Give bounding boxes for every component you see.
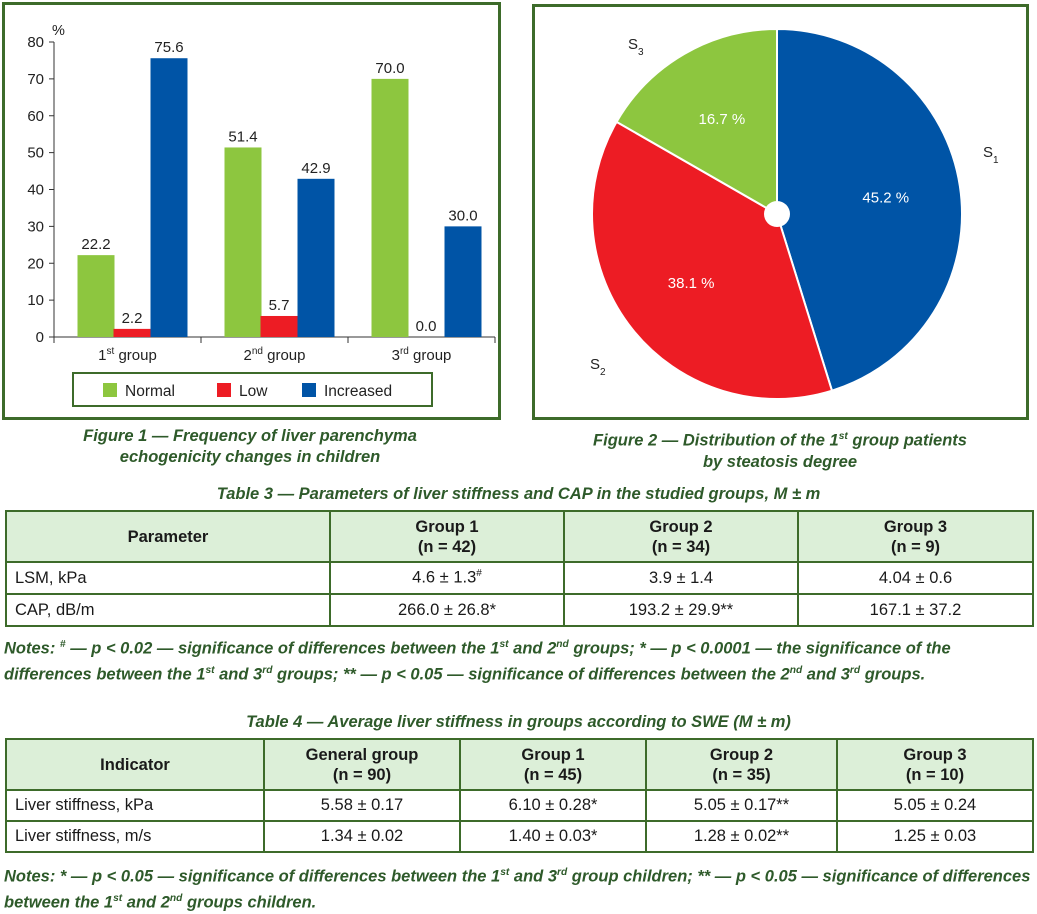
bar-data-label: 51.4: [228, 128, 257, 145]
table4-caption: Table 4 — Average liver stiffness in gro…: [246, 713, 791, 731]
bar-data-label: 42.9: [301, 160, 330, 177]
y-tick-label: 10: [27, 292, 44, 309]
table4-header-cell: Group 2 (n = 35): [645, 738, 838, 791]
legend-swatch-low: [217, 383, 231, 397]
table3-cell: 167.1 ± 37.2: [797, 593, 1034, 627]
bar-low: [113, 328, 151, 337]
table4-header-cell: General group (n = 90): [263, 738, 461, 791]
bar-data-label: 2.2: [122, 310, 143, 327]
bar-data-label: 30.0: [448, 207, 477, 224]
bar-normal: [224, 147, 262, 337]
bar-data-label: 5.7: [269, 297, 290, 314]
table3-cell: 4.04 ± 0.6: [797, 561, 1034, 595]
y-tick-label: 20: [27, 255, 44, 272]
table3-header-cell: Group 3 (n = 9): [797, 510, 1034, 563]
table3-header-cell: Group 1 (n = 42): [329, 510, 565, 563]
y-tick-label: 70: [27, 71, 44, 88]
pie-slice-name: S2: [590, 356, 606, 378]
table-row: Liver stiffness, m/s 1.34 ± 0.02 1.40 ± …: [5, 820, 1034, 853]
bar-normal: [77, 255, 115, 337]
figure1-caption: Figure 1 — Frequency of liver parenchyma…: [20, 426, 480, 468]
table-row: CAP, dB/m 266.0 ± 26.8* 193.2 ± 29.9** 1…: [5, 593, 1034, 627]
table3-notes: Notes: # — p < 0.02 — significance of di…: [4, 639, 951, 684]
y-tick-label: 60: [27, 108, 44, 125]
figure2-frame: 45.2 % S1 38.1 % S2 16.7 % S3: [532, 4, 1029, 420]
pie-slice-name: S3: [628, 36, 644, 58]
figure2-caption: Figure 2 — Distribution of the 1st group…: [540, 426, 1020, 473]
pie-center-hole: [764, 201, 790, 227]
pie-value-label: 16.7 %: [699, 111, 746, 128]
pie-value-label: 38.1 %: [668, 275, 715, 292]
legend-label-low: Low: [239, 383, 268, 400]
pie-slice-s3: [615, 27, 778, 216]
bar-data-label: 70.0: [375, 60, 404, 77]
figure1-caption-line2: echogenicity changes in children: [119, 448, 381, 466]
table3-cell: 266.0 ± 26.8*: [329, 593, 565, 627]
figure1-frame: % 0 10 20 30 40 50 60 70 80 1st group 22.2 2.2 75.6 2n…: [2, 2, 501, 420]
y-tick-label: 40: [27, 182, 44, 199]
table4-cell: 1.28 ± 0.02**: [645, 820, 838, 853]
table4: Indicator General group (n = 90) Group 1(…: [5, 738, 1034, 853]
table4-cell: 5.58 ± 0.17: [263, 789, 461, 822]
pie-slice-s1: [776, 27, 964, 392]
figure1-caption-line1: Figure 1 — Frequency of liver parenchyma: [83, 427, 417, 445]
table4-cell: Liver stiffness, m/s: [5, 820, 265, 853]
table4-cell: Liver stiffness, kPa: [5, 789, 265, 822]
x-tick-label: 3rd group: [392, 346, 452, 364]
table4-header-row: Indicator General group (n = 90) Group 1(…: [5, 738, 1034, 791]
bar-increased: [444, 226, 482, 337]
bar-data-label: 75.6: [154, 39, 183, 56]
y-tick-label: 50: [27, 145, 44, 162]
table-row: LSM, kPa 4.6 ± 1.3# 3.9 ± 1.4 4.04 ± 0.6: [5, 561, 1034, 595]
table4-cell: 5.05 ± 0.17**: [645, 789, 838, 822]
figure2-pie-chart: 45.2 % S1 38.1 % S2 16.7 % S3: [590, 27, 999, 400]
bar-increased: [297, 178, 335, 337]
pie-value-label: 45.2 %: [862, 189, 909, 206]
bar-low: [260, 315, 298, 337]
table4-cell: 1.40 ± 0.03*: [459, 820, 647, 853]
bar-increased: [150, 58, 188, 337]
legend-box: [72, 372, 433, 407]
legend-label-normal: Normal: [125, 383, 175, 400]
table4-cell: 1.34 ± 0.02: [263, 820, 461, 853]
table3-cell: LSM, kPa: [5, 561, 331, 595]
y-axis-label: %: [52, 23, 65, 39]
figure2-caption-line1: Figure 2 — Distribution of the 1st group…: [593, 431, 967, 450]
legend-swatch-increased: [302, 383, 316, 397]
table4-notes: Notes: * — p < 0.05 — significance of di…: [4, 867, 1031, 912]
legend-swatch-normal: [103, 383, 117, 397]
table3: Parameter Group 1 (n = 42) Group 2 (n = 34…: [5, 510, 1034, 627]
pie-slice-s2: [591, 120, 834, 400]
bar-normal: [371, 78, 409, 337]
table3-cell: 4.6 ± 1.3#: [329, 561, 565, 595]
x-tick-label: 1st group: [98, 346, 157, 364]
table3-caption: Table 3 — Parameters of liver stiffness …: [216, 485, 821, 503]
pie-slice-name: S1: [983, 144, 999, 166]
figure2-caption-line2: by steatosis degree: [702, 452, 858, 471]
table3-header-row: Parameter Group 1 (n = 42) Group 2 (n = 34…: [5, 510, 1034, 563]
x-tick-label: 2nd group: [243, 346, 305, 364]
bar-data-label: 0.0: [416, 318, 437, 335]
table4-header-cell: Group 1 (n = 45): [459, 738, 647, 791]
table3-header-cell: Parameter: [5, 510, 331, 563]
table3-header-cell: Group 2 (n = 34): [563, 510, 799, 563]
table3-cell: 193.2 ± 29.9**: [563, 593, 799, 627]
figure1-bar-chart: % 0 10 20 30 40 50 60 70 80 1st group 22.2 2.2 75.6 2n…: [27, 23, 496, 407]
legend-label-increased: Increased: [324, 383, 392, 400]
y-tick-label: 30: [27, 218, 44, 235]
table4-cell: 6.10 ± 0.28*: [459, 789, 647, 822]
table4-header-cell: Indicator: [5, 738, 265, 791]
y-tick-label: 0: [36, 329, 44, 346]
table3-cell: CAP, dB/m: [5, 593, 331, 627]
table4-cell: 1.25 ± 0.03: [836, 820, 1034, 853]
table3-cell: 3.9 ± 1.4: [563, 561, 799, 595]
table4-cell: 5.05 ± 0.24: [836, 789, 1034, 822]
bar-data-label: 22.2: [81, 236, 110, 253]
table-row: Liver stiffness, kPa 5.58 ± 0.17 6.10 ± …: [5, 789, 1034, 822]
table4-header-cell: Group 3 (n = 10): [836, 738, 1034, 791]
y-tick-label: 80: [27, 34, 44, 51]
